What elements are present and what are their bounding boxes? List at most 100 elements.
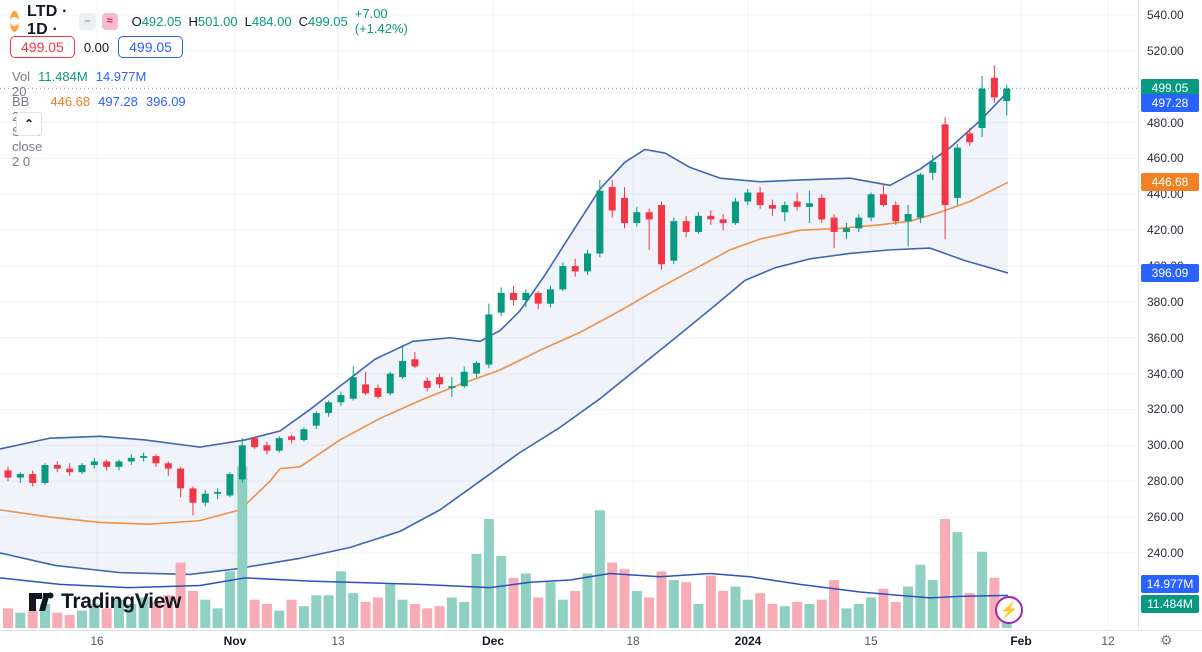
candle-body	[485, 314, 493, 365]
buy-button[interactable]: 499.05	[118, 36, 183, 58]
candle-body	[177, 468, 185, 489]
bollinger-basis-line	[0, 181, 1009, 526]
volume-current-value: 11.484M	[38, 69, 88, 84]
candle-body	[768, 205, 776, 209]
spread-value: 0.00	[83, 39, 110, 55]
open-label: O	[131, 13, 142, 29]
candle-body	[436, 377, 444, 385]
volume-bar	[594, 510, 605, 628]
low-value: 484.00	[251, 13, 292, 29]
indicator-flag-chip-icon[interactable]: ≈	[101, 12, 118, 30]
price-tick-label: 260.00	[1147, 510, 1184, 525]
price-tick-label: 340.00	[1147, 366, 1184, 381]
volume-bar	[237, 466, 248, 628]
price-tick-label: 480.00	[1147, 115, 1184, 130]
time-axis[interactable]: ⚙ 16 Nov 13 Dec 18 2024 15 Feb 12	[0, 630, 1202, 652]
flash-order-button[interactable]: ⚡	[995, 596, 1023, 624]
volume-bar	[668, 580, 679, 628]
volume-bar	[841, 608, 852, 628]
volume-bar	[409, 604, 420, 628]
candle-body	[201, 493, 209, 503]
candle-body	[16, 474, 24, 478]
price-axis[interactable]: 540.00520.00500.00480.00460.00440.00420.…	[1138, 0, 1202, 630]
volume-bar	[150, 601, 161, 628]
candle-body	[127, 457, 135, 462]
price-tick-label: 420.00	[1147, 223, 1184, 238]
collapse-legend-button[interactable]: ⌃	[16, 112, 42, 136]
volume-bar	[829, 580, 840, 628]
volume-bar	[422, 608, 433, 628]
price-tick-label: 520.00	[1147, 43, 1184, 58]
candle-body	[781, 205, 789, 213]
close-value: 499.05	[308, 13, 348, 29]
bollinger-lower-line	[0, 247, 1009, 576]
candle-body	[41, 465, 49, 483]
sell-button[interactable]: 499.05	[10, 36, 75, 58]
volume-bar	[693, 604, 704, 628]
candle-body	[941, 124, 949, 206]
candle-body	[978, 88, 986, 128]
volume-bar	[212, 608, 223, 628]
axis-settings-gear-icon[interactable]: ⚙	[1160, 632, 1173, 648]
candle-body	[633, 212, 641, 223]
time-tick-label: 16	[90, 634, 104, 648]
candle-body	[78, 465, 86, 473]
indicator-hidden-chip-icon[interactable]: –	[79, 12, 96, 30]
time-tick-label: 2024	[734, 634, 762, 648]
candle-body	[731, 201, 739, 223]
time-tick-label: Nov	[223, 634, 247, 648]
volume-bar	[779, 606, 790, 628]
change-value: +7.00 (+1.42%)	[354, 6, 408, 36]
volume-bar	[224, 571, 235, 628]
price-tick-label: 540.00	[1147, 8, 1184, 22]
candle-body	[497, 292, 505, 313]
volume-bar	[533, 597, 544, 628]
candle-body	[411, 359, 419, 367]
volume-bar	[360, 601, 371, 628]
candle-body	[103, 461, 111, 467]
candle-body	[966, 133, 974, 143]
candle-body	[66, 468, 74, 473]
tradingview-logo-text: TradingView	[61, 590, 182, 613]
candle-body	[584, 253, 592, 272]
chart-canvas[interactable]	[0, 0, 1138, 630]
high-label: H	[188, 13, 198, 29]
price-tick-label: 240.00	[1147, 545, 1184, 560]
candle-body	[916, 174, 924, 218]
candle-body	[879, 194, 887, 206]
volume-legend-row[interactable]: Vol 20 11.484M 14.977M	[12, 69, 154, 99]
volume-bar	[311, 595, 322, 628]
candle-body	[386, 373, 394, 394]
price-axis-badge: 497.28	[1141, 94, 1199, 112]
bollinger-upper-line	[0, 91, 1009, 450]
volume-bar	[397, 599, 408, 628]
volume-bar	[557, 599, 568, 628]
volume-bar	[274, 610, 285, 628]
candle-body	[744, 192, 752, 202]
candle-body	[990, 77, 998, 98]
candle-body	[892, 205, 900, 222]
bollinger-legend-row[interactable]: BB 20 SMA close 2 0 446.68 497.28 396.09	[12, 94, 194, 169]
time-tick-label: Feb	[1010, 634, 1032, 648]
symbol-logo-icon	[10, 10, 19, 32]
volume-bar	[989, 577, 1000, 628]
candle-body	[214, 491, 222, 494]
volume-bar	[545, 582, 556, 628]
candle-body	[226, 474, 234, 496]
candle-body	[300, 429, 308, 440]
candle-body	[842, 228, 850, 232]
candle-body	[288, 436, 296, 440]
volume-bar	[446, 597, 457, 628]
candle-body	[793, 201, 801, 207]
time-tick-label: 13	[331, 634, 345, 648]
tradingview-logo[interactable]: TradingView	[28, 590, 181, 614]
volume-bar	[175, 562, 186, 628]
volume-bar	[483, 519, 494, 628]
high-value: 501.00	[197, 13, 238, 29]
candle-body	[473, 362, 481, 374]
volume-bar	[335, 571, 346, 628]
price-tick-label: 380.00	[1147, 294, 1184, 309]
candle-body	[4, 470, 12, 478]
price-tick-label: 460.00	[1147, 151, 1184, 166]
low-label: L	[244, 13, 252, 29]
